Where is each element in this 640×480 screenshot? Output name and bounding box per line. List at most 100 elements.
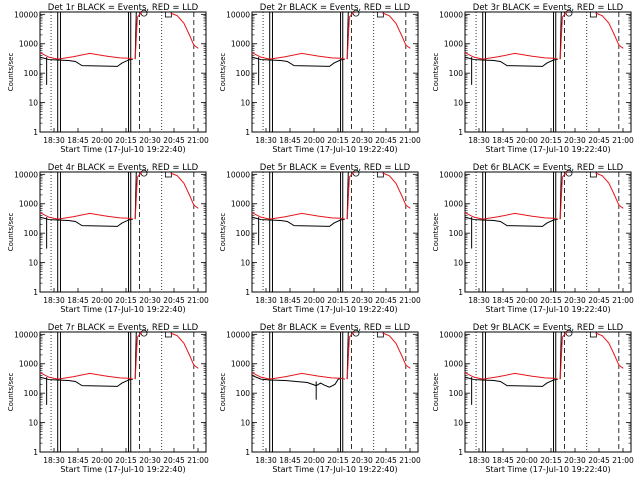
x-tick-label: 20:15 bbox=[115, 296, 137, 305]
x-tick-label: 18:45 bbox=[279, 136, 301, 145]
x-axis-label: Start Time (17-Jul-10 19:22:40) bbox=[60, 465, 185, 474]
panel-title: Det 2r BLACK = Events, RED = LLD bbox=[260, 3, 411, 13]
y-axis-label: Counts/sec bbox=[432, 373, 440, 412]
y-tick-label: 10 bbox=[240, 99, 250, 108]
y-tick-label: 10 bbox=[453, 99, 463, 108]
lld-series-line bbox=[464, 212, 559, 220]
events-series-line bbox=[39, 56, 134, 67]
y-tick-label: 100 bbox=[236, 229, 251, 238]
x-tick-label: 20:15 bbox=[540, 296, 562, 305]
x-tick-label: 20:00 bbox=[91, 296, 113, 305]
x-tick-label: 20:45 bbox=[163, 456, 185, 465]
x-axis-label: Start Time (17-Jul-10 19:22:40) bbox=[272, 305, 397, 314]
y-tick-label: 100 bbox=[24, 389, 39, 398]
y-tick-label: 10000 bbox=[14, 330, 38, 339]
events-marker bbox=[164, 11, 172, 18]
y-tick-label: 10000 bbox=[226, 330, 250, 339]
x-tick-label: 20:30 bbox=[351, 296, 373, 305]
x-axis-label: Start Time (17-Jul-10 19:22:40) bbox=[60, 145, 185, 154]
x-tick-label: 21:00 bbox=[399, 296, 421, 305]
y-tick-label: 10 bbox=[240, 259, 250, 268]
x-axis-label: Start Time (17-Jul-10 19:22:40) bbox=[485, 145, 610, 154]
lld-series-line bbox=[346, 331, 355, 380]
x-tick-label: 20:30 bbox=[351, 456, 373, 465]
x-tick-label: 18:45 bbox=[67, 136, 89, 145]
panel-title: Det 6r BLACK = Events, RED = LLD bbox=[473, 163, 624, 173]
x-tick-label: 18:30 bbox=[255, 456, 277, 465]
lld-series-line bbox=[559, 331, 568, 380]
events-marker bbox=[376, 171, 384, 178]
lld-series-line bbox=[39, 372, 134, 380]
events-series-line bbox=[251, 56, 346, 67]
y-tick-label: 1 bbox=[458, 288, 463, 297]
y-tick-label: 10000 bbox=[439, 330, 463, 339]
y-tick-label: 10 bbox=[240, 419, 250, 428]
x-tick-label: 20:30 bbox=[564, 296, 586, 305]
y-tick-label: 1 bbox=[245, 288, 250, 297]
plot-frame bbox=[251, 11, 419, 133]
lld-series-line bbox=[595, 332, 624, 369]
x-tick-label: 20:45 bbox=[588, 296, 610, 305]
lld-series-line bbox=[382, 12, 411, 49]
events-marker bbox=[589, 11, 597, 18]
y-tick-label: 1 bbox=[33, 448, 38, 457]
x-tick-label: 18:45 bbox=[279, 296, 301, 305]
lld-series-line bbox=[382, 332, 411, 369]
lld-series-line bbox=[251, 52, 346, 60]
lld-series-line bbox=[134, 171, 143, 220]
lld-series-line bbox=[134, 11, 143, 60]
lld-series-line bbox=[251, 372, 346, 380]
detector-panel-6: Det 6r BLACK = Events, RED = LLD 1 10 100 10… bbox=[432, 163, 634, 314]
x-tick-label: 20:00 bbox=[303, 136, 325, 145]
x-tick-label: 20:00 bbox=[91, 136, 113, 145]
panel-title: Det 7r BLACK = Events, RED = LLD bbox=[48, 323, 199, 333]
events-series-line bbox=[464, 376, 559, 387]
y-axis-label: Counts/sec bbox=[7, 53, 15, 92]
y-tick-label: 1000 bbox=[19, 200, 38, 209]
y-tick-label: 1 bbox=[458, 448, 463, 457]
plot-frame bbox=[251, 331, 419, 453]
detector-panel-3: Det 3r BLACK = Events, RED = LLD 1 10 100 10… bbox=[432, 3, 634, 154]
x-axis-label: Start Time (17-Jul-10 19:22:40) bbox=[272, 145, 397, 154]
y-tick-label: 10 bbox=[28, 259, 38, 268]
y-tick-label: 100 bbox=[236, 389, 251, 398]
x-tick-label: 21:00 bbox=[187, 456, 209, 465]
lld-series-line bbox=[170, 332, 199, 369]
y-axis-label: Counts/sec bbox=[7, 373, 15, 412]
lld-series-line bbox=[559, 171, 568, 220]
events-marker bbox=[589, 171, 597, 178]
detector-panel-9: Det 9r BLACK = Events, RED = LLD 1 10 100 10… bbox=[432, 323, 634, 474]
plot-frame bbox=[464, 331, 632, 453]
detector-panel-4: Det 4r BLACK = Events, RED = LLD 1 10 100 10… bbox=[7, 163, 209, 314]
y-tick-label: 10 bbox=[453, 419, 463, 428]
lld-series-line bbox=[134, 331, 143, 380]
x-tick-label: 18:30 bbox=[43, 136, 65, 145]
x-tick-label: 20:00 bbox=[303, 296, 325, 305]
x-tick-label: 18:30 bbox=[468, 456, 490, 465]
y-tick-label: 1 bbox=[245, 448, 250, 457]
y-tick-label: 100 bbox=[449, 69, 464, 78]
x-tick-label: 20:00 bbox=[516, 136, 538, 145]
x-tick-label: 18:45 bbox=[279, 456, 301, 465]
x-tick-label: 21:00 bbox=[399, 456, 421, 465]
y-tick-label: 1 bbox=[33, 288, 38, 297]
lld-series-line bbox=[382, 172, 411, 209]
events-marker bbox=[376, 11, 384, 18]
x-tick-label: 18:30 bbox=[43, 456, 65, 465]
events-marker bbox=[376, 331, 384, 338]
lld-series-line bbox=[346, 171, 355, 220]
y-tick-label: 10000 bbox=[226, 10, 250, 19]
y-tick-label: 1 bbox=[33, 128, 38, 137]
y-tick-label: 1 bbox=[245, 128, 250, 137]
y-tick-label: 1000 bbox=[19, 40, 38, 49]
x-axis-label: Start Time (17-Jul-10 19:22:40) bbox=[485, 465, 610, 474]
lld-series-line bbox=[39, 52, 134, 60]
x-tick-label: 18:30 bbox=[43, 296, 65, 305]
x-tick-label: 20:15 bbox=[115, 136, 137, 145]
lld-series-line bbox=[464, 372, 559, 380]
x-tick-label: 20:30 bbox=[564, 136, 586, 145]
y-tick-label: 10000 bbox=[439, 10, 463, 19]
x-tick-label: 20:00 bbox=[516, 456, 538, 465]
plot-frame bbox=[39, 171, 207, 293]
